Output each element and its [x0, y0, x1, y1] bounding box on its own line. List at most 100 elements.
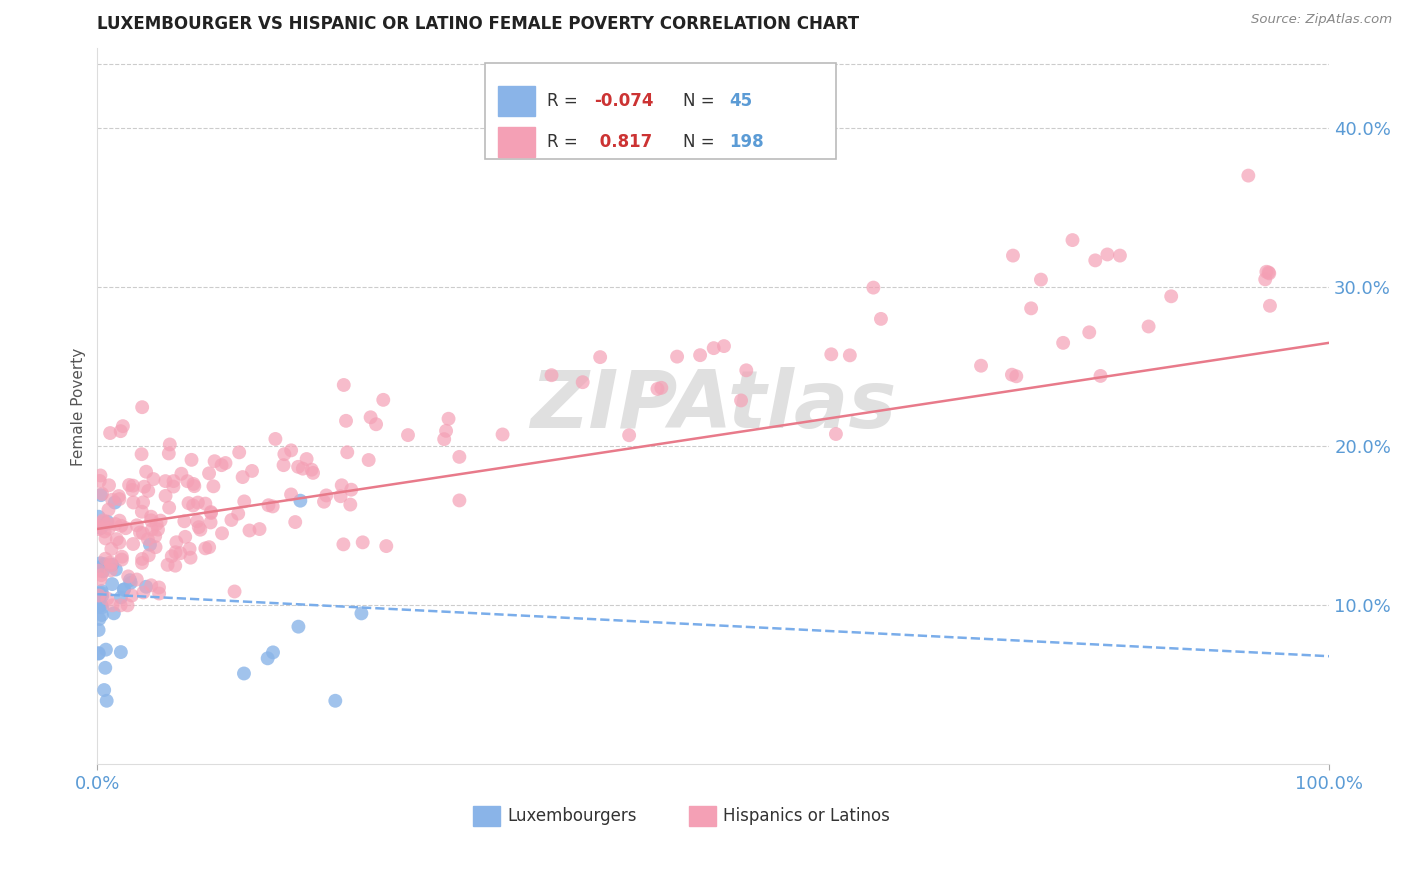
Point — [240, 464, 263, 478]
Point — [647, 382, 669, 396]
Point — [1256, 265, 1278, 279]
Point — [332, 537, 354, 551]
Point — [179, 541, 201, 556]
Point — [111, 552, 134, 566]
Point — [228, 445, 250, 459]
Point — [89, 612, 111, 626]
Point — [96, 694, 118, 708]
Point — [94, 642, 117, 657]
Point — [155, 489, 177, 503]
Point — [145, 540, 167, 554]
Point — [280, 487, 302, 501]
Text: R =: R = — [547, 93, 583, 111]
Point — [373, 392, 395, 407]
Point — [101, 492, 124, 507]
Point — [1160, 289, 1182, 303]
Point — [262, 500, 284, 514]
Point — [188, 523, 211, 537]
Point — [156, 558, 179, 572]
Point — [87, 522, 110, 536]
Point — [93, 524, 115, 539]
Point — [1029, 272, 1052, 286]
Point — [181, 499, 204, 513]
Point — [112, 582, 135, 597]
Point — [396, 428, 419, 442]
Text: Luxembourgers: Luxembourgers — [508, 807, 637, 825]
Point — [180, 550, 202, 565]
Point — [104, 562, 127, 576]
Point — [589, 350, 612, 364]
Point — [117, 569, 139, 583]
Point — [364, 417, 387, 432]
Point — [122, 537, 145, 551]
Point — [93, 683, 115, 698]
Point — [713, 339, 735, 353]
Point — [93, 557, 115, 571]
Point — [176, 474, 198, 488]
Point — [287, 620, 309, 634]
Point — [110, 591, 132, 605]
Point — [287, 459, 309, 474]
Point — [256, 651, 278, 665]
Text: LUXEMBOURGER VS HISPANIC OR LATINO FEMALE POVERTY CORRELATION CHART: LUXEMBOURGER VS HISPANIC OR LATINO FEMAL… — [97, 15, 859, 33]
Point — [97, 522, 120, 536]
Point — [90, 488, 112, 502]
Point — [1001, 249, 1024, 263]
Point — [1062, 233, 1084, 247]
Text: 0.817: 0.817 — [593, 133, 652, 151]
Point — [339, 498, 361, 512]
Point — [131, 400, 153, 414]
Point — [433, 432, 456, 446]
Y-axis label: Female Poverty: Female Poverty — [72, 347, 86, 466]
Point — [862, 280, 884, 294]
Point — [87, 589, 110, 603]
Point — [120, 575, 142, 590]
Point — [157, 446, 180, 460]
Point — [249, 522, 271, 536]
Point — [131, 447, 153, 461]
Point — [160, 549, 183, 563]
Point — [100, 541, 122, 556]
Point — [666, 350, 689, 364]
Point — [820, 347, 842, 361]
Point — [125, 518, 148, 533]
Point — [108, 535, 131, 549]
Point — [183, 477, 205, 491]
Point — [142, 472, 165, 486]
Point — [103, 607, 125, 621]
Point — [204, 454, 226, 468]
Point — [87, 519, 110, 533]
Point — [284, 515, 307, 529]
Point — [330, 478, 353, 492]
Point — [104, 495, 127, 509]
Point — [94, 532, 117, 546]
Point — [91, 487, 114, 501]
Point — [110, 424, 132, 438]
Point — [87, 509, 110, 524]
Point — [1090, 368, 1112, 383]
Point — [135, 465, 157, 479]
Point — [1078, 326, 1101, 340]
Point — [323, 694, 346, 708]
Point — [110, 599, 132, 613]
Point — [136, 483, 159, 498]
Point — [970, 359, 993, 373]
Point — [148, 581, 170, 595]
Point — [87, 623, 110, 637]
Point — [107, 489, 129, 503]
Point — [352, 535, 374, 549]
Point — [141, 523, 163, 537]
Point — [825, 427, 848, 442]
Point — [211, 458, 233, 472]
Point — [202, 479, 225, 493]
Point — [1237, 169, 1260, 183]
Point — [301, 463, 323, 477]
Point — [87, 560, 110, 574]
Point — [96, 591, 118, 606]
Point — [1258, 299, 1281, 313]
Point — [132, 495, 155, 509]
Point — [1005, 369, 1028, 384]
Point — [91, 513, 114, 527]
Point — [87, 591, 110, 605]
Point — [94, 551, 117, 566]
